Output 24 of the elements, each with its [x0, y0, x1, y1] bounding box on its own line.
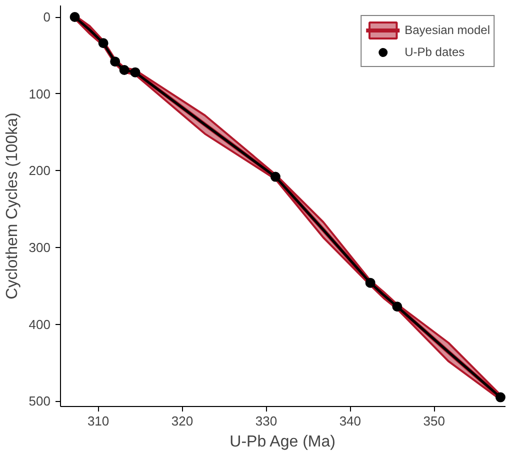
- point: [119, 65, 130, 76]
- point: [130, 67, 140, 78]
- x-tick-label: 340: [339, 414, 362, 428]
- y-tick-label: 200: [28, 163, 51, 178]
- y-tick-label: 500: [28, 394, 51, 409]
- x-tick-label: 320: [171, 414, 194, 428]
- y-tick-label: 100: [28, 86, 51, 102]
- point: [110, 56, 120, 67]
- point: [392, 302, 402, 312]
- y-tick-label: 300: [28, 240, 51, 255]
- x-tick-label: 350: [423, 414, 445, 428]
- x-tick-label: 310: [87, 414, 110, 428]
- point: [98, 38, 108, 48]
- legend-label: U-Pb dates: [404, 45, 465, 59]
- point: [70, 12, 80, 22]
- y-axis-title: Cyclothem Cycles (100ka): [4, 112, 21, 300]
- point: [365, 278, 376, 288]
- point: [495, 392, 506, 402]
- point: [270, 172, 280, 182]
- y-tick-label: 0: [43, 10, 51, 25]
- x-axis-title: U-Pb Age (Ma): [230, 434, 336, 450]
- x-tick-label: 330: [255, 414, 278, 428]
- y-tick-label: 400: [28, 316, 51, 332]
- legend-label: Bayesian model: [404, 23, 490, 37]
